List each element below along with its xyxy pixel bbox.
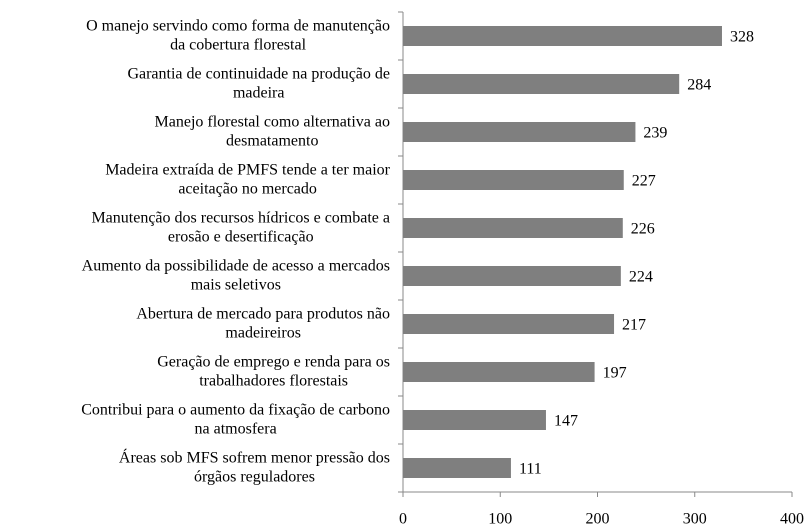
y-tick-label: trabalhadores florestais: [199, 373, 348, 390]
y-tick-label: Abertura de mercado para produtos não: [136, 306, 390, 323]
y-tick-label: mais seletivos: [191, 277, 281, 294]
y-tick-label: Manejo florestal como alternativa ao: [155, 114, 390, 131]
value-label: 224: [629, 269, 653, 286]
bar: [403, 122, 636, 142]
x-tick-label: 300: [683, 511, 707, 528]
value-label: 239: [643, 125, 667, 142]
y-tick-label: na atmosfera: [195, 421, 277, 438]
x-tick-label: 200: [586, 511, 610, 528]
y-tick-label: Manutenção dos recursos hídricos e comba…: [91, 210, 390, 227]
bar: [403, 410, 546, 430]
y-tick-label: desmatamento: [226, 133, 318, 150]
x-tick-label: 100: [488, 511, 512, 528]
bar: [403, 26, 722, 46]
value-label: 284: [687, 77, 711, 94]
y-tick-label: da cobertura florestal: [170, 37, 306, 54]
y-tick-label: Geração de emprego e renda para os: [157, 354, 390, 371]
y-tick-label: Aumento da possibilidade de acesso a mer…: [82, 258, 390, 275]
value-label: 328: [730, 29, 754, 46]
value-label: 111: [519, 461, 542, 478]
y-tick-label: O manejo servindo como forma de manutenç…: [86, 18, 390, 35]
value-label: 197: [603, 365, 627, 382]
y-tick-label: Madeira extraída de PMFS tende a ter mai…: [105, 162, 390, 179]
y-tick-label: Áreas sob MFS sofrem menor pressão dos: [119, 448, 390, 467]
y-tick-label: órgãos reguladores: [194, 469, 315, 486]
value-label: 227: [632, 173, 656, 190]
value-label: 217: [622, 317, 646, 334]
x-tick-label: 0: [399, 511, 407, 528]
bar: [403, 458, 511, 478]
x-tick-label: 400: [780, 511, 804, 528]
bar: [403, 314, 615, 334]
bar: [403, 170, 624, 190]
y-tick-label: madeireiros: [225, 325, 301, 342]
y-tick-label: aceitação no mercado: [178, 181, 317, 198]
bar: [403, 218, 623, 238]
y-tick-label: Contribui para o aumento da fixação de c…: [81, 402, 390, 419]
bar: [403, 266, 621, 286]
bar: [403, 74, 680, 94]
value-label: 226: [631, 221, 655, 238]
y-tick-label: erosão e desertificação: [168, 229, 314, 246]
y-tick-label: Garantia de continuidade na produção de: [127, 66, 390, 83]
y-tick-label: madeira: [233, 85, 285, 102]
value-label: 147: [554, 413, 578, 430]
bar: [403, 362, 595, 382]
